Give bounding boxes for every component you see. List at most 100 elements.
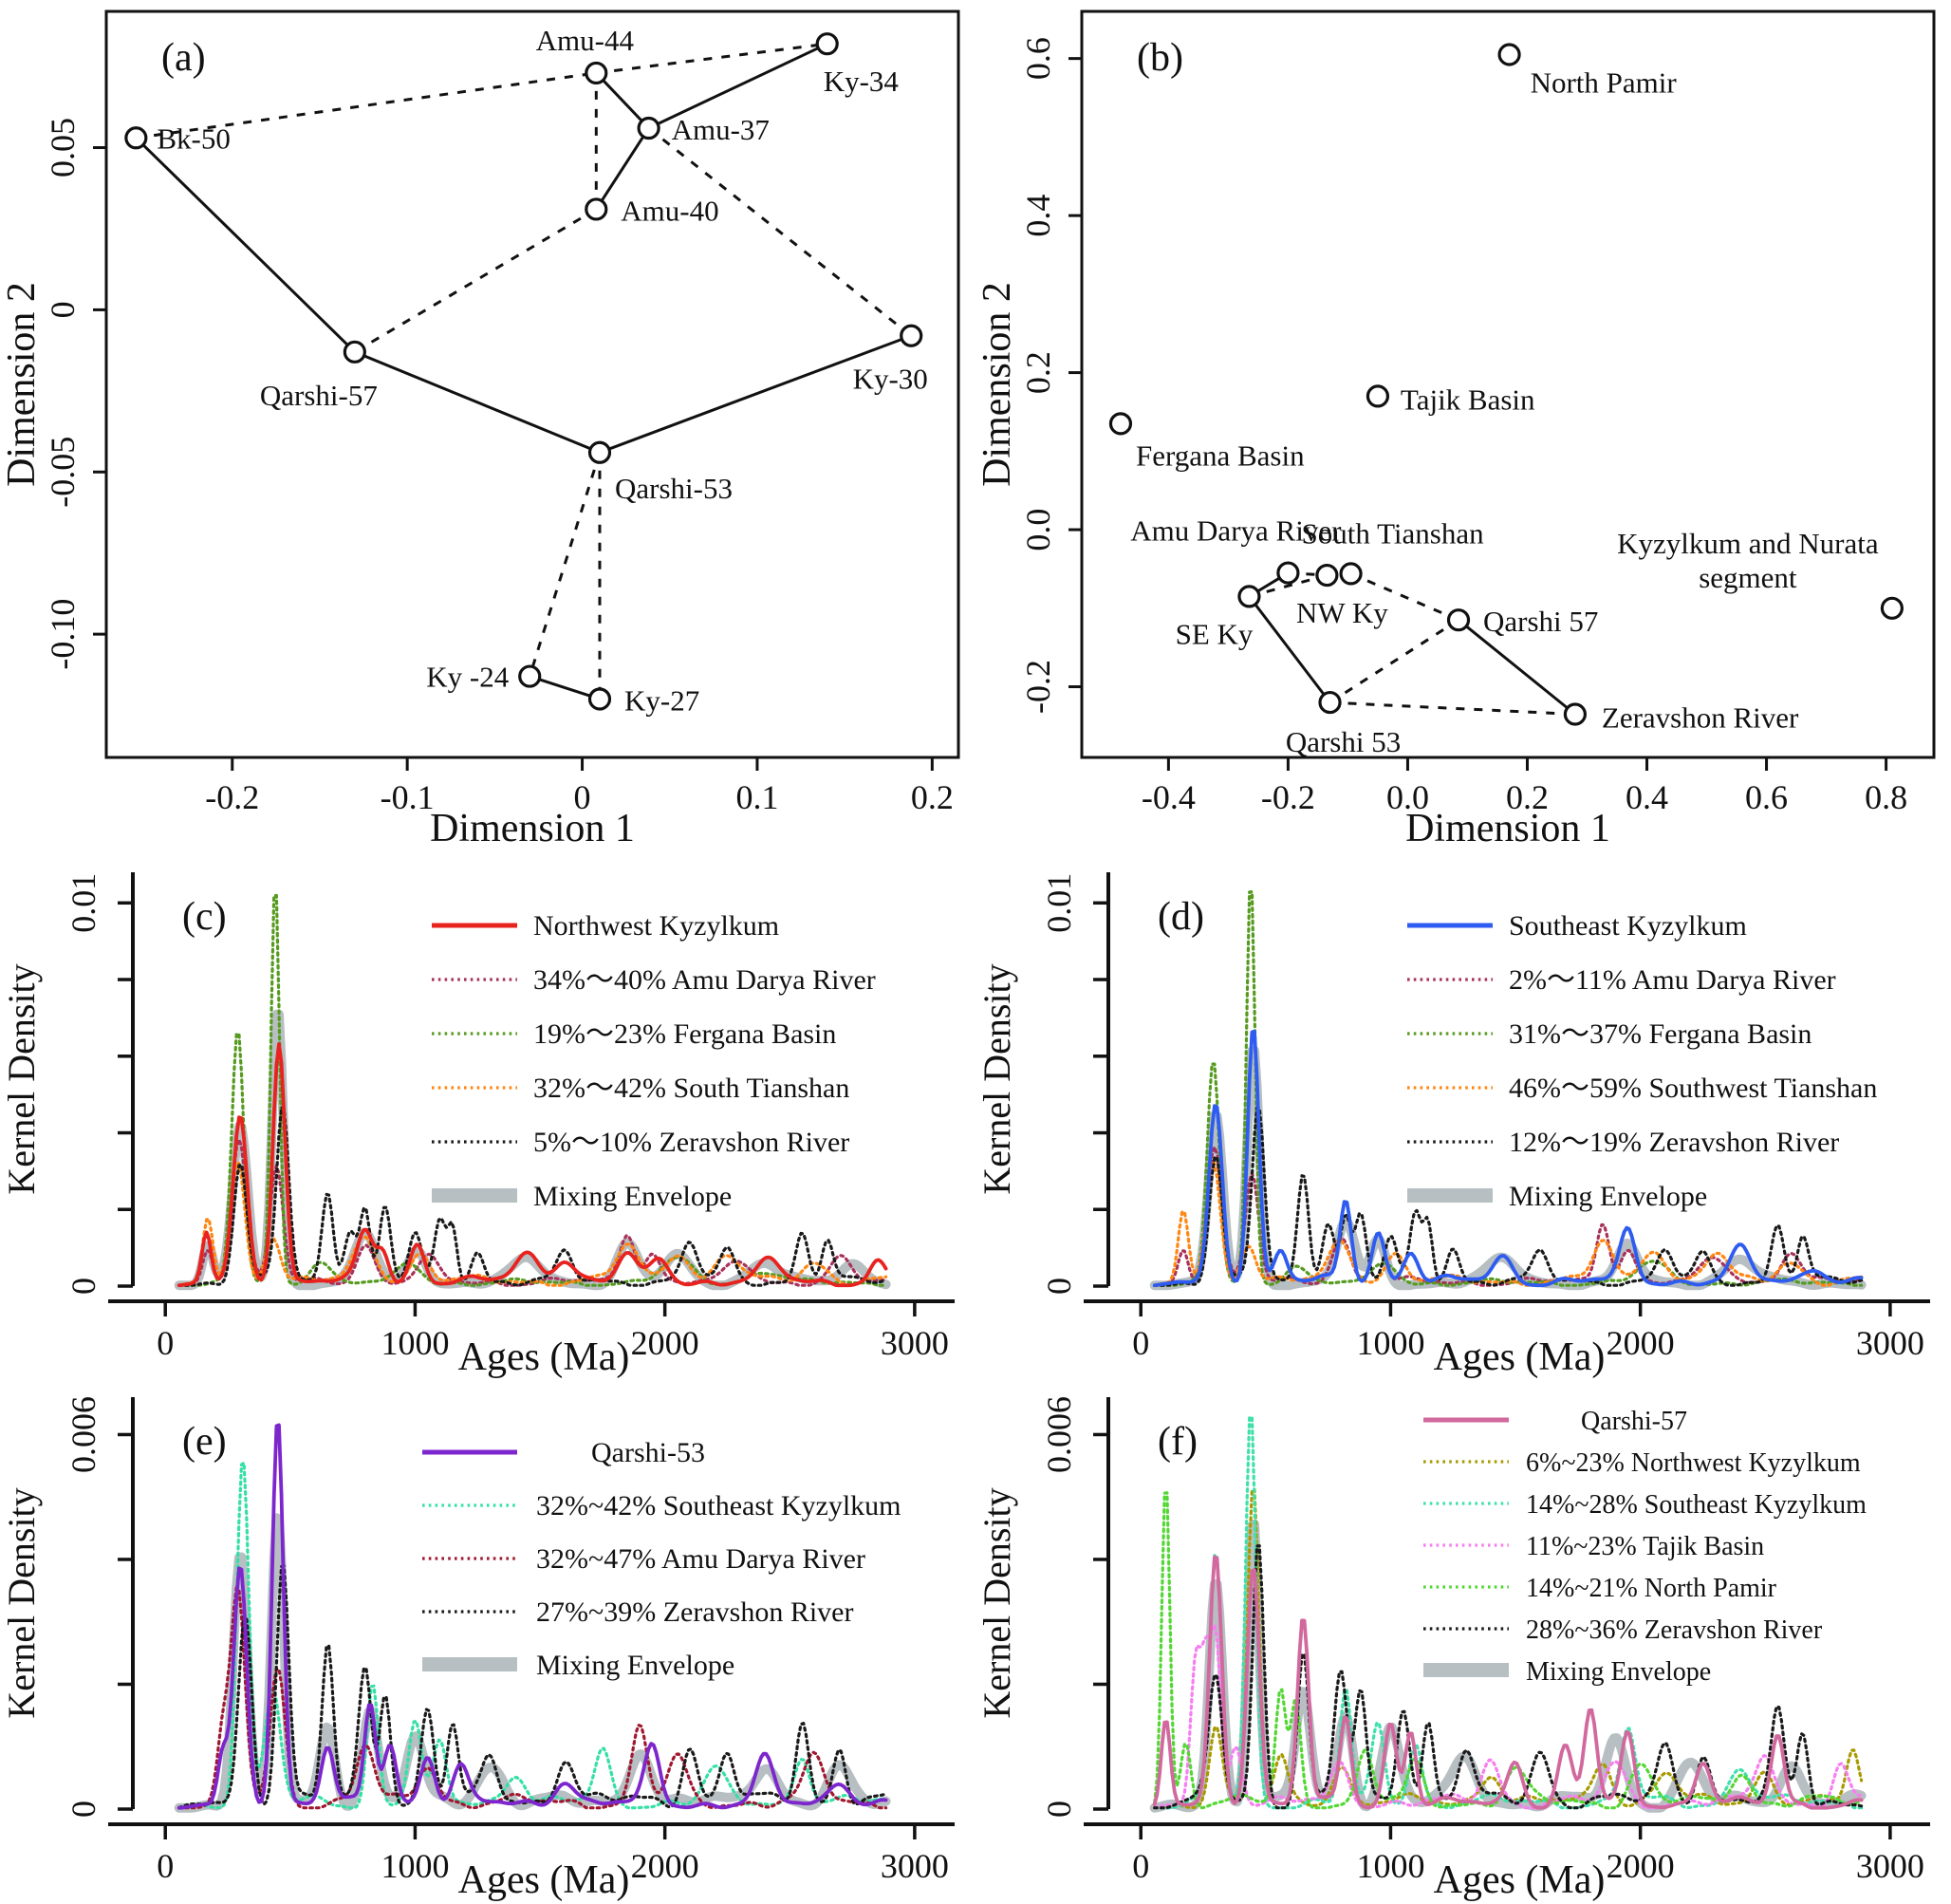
x-axis-title: Ages (Ma) (1434, 1335, 1606, 1379)
y-tick-label: 0 (65, 1801, 102, 1818)
legend-label: Mixing Envelope (536, 1650, 734, 1681)
scatter-point (587, 440, 612, 464)
legend-label: 34%～40% Amu Darya River (533, 964, 876, 996)
x-tick-label: -0.1 (381, 778, 435, 816)
point-label: South Tianshan (1302, 516, 1485, 550)
panel-c-kde-plot: 0 0.01 0 1000 2000 3000 Ages (Ma) Kernel Densit… (0, 857, 976, 1381)
legend-label: 27%~39% Zeravshon River (536, 1596, 853, 1628)
x-tick-label: 3000 (1856, 1847, 1924, 1885)
point-label: Zeravshon River (1602, 700, 1799, 734)
edge-dashed (1349, 572, 1459, 622)
scatter-point (815, 32, 839, 56)
scatter-point (1366, 384, 1390, 408)
legend-label: 5%～10% Zeravshon River (533, 1127, 849, 1158)
scatter-point (1880, 596, 1904, 620)
legend-label: 12%～19% Zeravshon River (1509, 1127, 1839, 1158)
scatter-point (585, 197, 608, 221)
legend-label: Mixing Envelope (533, 1181, 732, 1212)
edge-solid (647, 42, 828, 130)
panel-letter: (b) (1137, 36, 1183, 80)
x-tick-label: 3000 (881, 1847, 949, 1885)
point-label: segment (1699, 561, 1797, 594)
panel-a-mds-scatter: -0.2 -0.1 0 0.1 0.2 0.05 0 -0.05 -0.10 Dimension … (0, 0, 976, 856)
x-tick-label: 0 (157, 1324, 174, 1362)
y-axis-title: Kernel Density (976, 1487, 1018, 1718)
legend-swatch-envelope (1423, 1663, 1509, 1677)
x-tick-label: 2000 (1607, 1847, 1675, 1885)
x-tick-label: 0.2 (1506, 778, 1549, 816)
y-axis-title: Dimension 2 (976, 282, 1019, 487)
point-label: Amu-37 (672, 113, 770, 146)
y-tick-label: 0.4 (1019, 195, 1057, 237)
legend-label: 28%~36% Zeravshon River (1526, 1615, 1823, 1645)
x-tick-label: 0 (574, 778, 591, 816)
legend-label: Mixing Envelope (1509, 1181, 1707, 1212)
legend-label: 14%~21% North Pamir (1526, 1574, 1777, 1603)
x-tick-label: 2000 (631, 1847, 699, 1885)
panel-letter: (f) (1158, 1420, 1198, 1464)
panel-letter: (e) (182, 1420, 227, 1464)
edge-dashed (1329, 700, 1575, 716)
y-tick-label: 0 (1040, 1278, 1078, 1295)
legend-label: 46%～59% Southwest Tianshan (1509, 1073, 1877, 1104)
point-label: Qarshi-57 (260, 379, 378, 412)
x-axis-title: Ages (Ma) (1434, 1858, 1606, 1902)
legend-label: 31%～37% Fergana Basin (1509, 1018, 1812, 1050)
y-tick-label: 0.6 (1019, 37, 1057, 80)
y-axis-title: Kernel Density (0, 1487, 43, 1718)
kde-curve (1153, 1146, 1864, 1287)
scatter-point (1108, 412, 1133, 436)
y-axis-title: Kernel Density (0, 963, 43, 1194)
y-axis-title: Kernel Density (976, 963, 1018, 1194)
x-tick-label: 0.4 (1626, 778, 1668, 816)
kde-curve (177, 1423, 888, 1810)
scatter-point (1237, 585, 1261, 608)
y-tick-label: 0.01 (1040, 873, 1078, 933)
x-tick-label: 1000 (381, 1847, 449, 1885)
kde-curve (1153, 1415, 1864, 1810)
edge-dashed (647, 126, 913, 337)
x-axis-title: Ages (Ma) (458, 1858, 630, 1902)
y-tick-label: 0.2 (1019, 351, 1057, 394)
x-tick-label: 0 (1132, 1847, 1149, 1885)
legend-label: 32%～42% South Tianshan (533, 1073, 849, 1104)
y-tick-label: -0.10 (44, 599, 82, 670)
scatter-point (900, 324, 923, 347)
panel-e-svg: 0 0.006 0 1000 2000 3000 Ages (Ma) Kernel Densi… (0, 1396, 955, 1902)
legend-label: 14%~28% Southeast Kyzylkum (1526, 1490, 1867, 1520)
kde-curve (1153, 1623, 1864, 1810)
edge-dashed (1329, 618, 1459, 704)
legend-label: Qarshi-57 (1581, 1407, 1687, 1436)
plot-box (104, 9, 960, 759)
x-axis-title: Ages (Ma) (458, 1335, 630, 1379)
kde-curve (177, 893, 888, 1287)
panel-a-svg: -0.2 -0.1 0 0.1 0.20.050-0.05-0.10Dimension … (0, 9, 960, 850)
scatter-point (637, 116, 660, 140)
x-tick-label: 0 (157, 1847, 174, 1885)
point-label: Qarshi-53 (615, 472, 733, 505)
x-tick-label: -0.4 (1142, 778, 1196, 816)
point-label: Qarshi 57 (1483, 605, 1598, 638)
edge-solid (599, 334, 912, 455)
panel-f-svg: 0 0.006 0 1000 2000 3000 Ages (Ma) Kernel Densi… (976, 1396, 1930, 1902)
edge-dashed (1249, 573, 1328, 598)
y-tick-label: 0.006 (1040, 1396, 1078, 1473)
scatter-point (1563, 702, 1587, 726)
edge-solid (529, 675, 601, 700)
panel-letter: (d) (1158, 895, 1204, 939)
scatter-point (1318, 690, 1342, 715)
x-tick-label: 2000 (631, 1324, 699, 1362)
x-tick-label: 0.6 (1745, 778, 1788, 816)
point-label: Tajik Basin (1401, 383, 1535, 416)
point-label: Qarshi 53 (1286, 725, 1401, 758)
x-tick-label: 1000 (1356, 1324, 1424, 1362)
x-tick-label: 0.0 (1386, 778, 1429, 816)
panel-letter: (c) (182, 895, 227, 939)
point-label: North Pamir (1531, 66, 1678, 100)
legend-label: Qarshi-53 (591, 1437, 705, 1468)
x-tick-label: 0.8 (1865, 778, 1907, 816)
panel-f-kde-plot: 0 0.006 0 1000 2000 3000 Ages (Ma) Kernel Densi… (976, 1382, 1951, 1904)
x-tick-label: 0.1 (735, 778, 778, 816)
kde-curve (177, 1162, 888, 1287)
scatter-point (1339, 562, 1363, 586)
